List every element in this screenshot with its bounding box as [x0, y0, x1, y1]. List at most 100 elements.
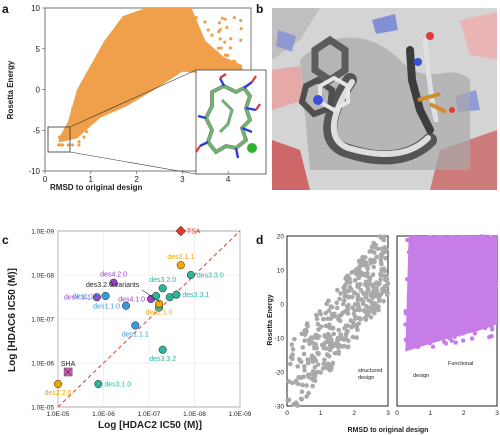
nitrogen-atom-1	[313, 95, 323, 105]
scatter-point	[385, 281, 391, 286]
scatter-point	[489, 324, 494, 329]
scatter-point	[443, 278, 448, 284]
scatter-point	[449, 245, 454, 251]
scatter-point	[327, 347, 333, 353]
scatter-point	[454, 280, 459, 286]
scatter-point	[197, 38, 201, 42]
scatter-point	[57, 135, 62, 139]
scatter-point	[473, 241, 478, 247]
scatter-point	[381, 298, 386, 304]
data-point	[176, 261, 185, 270]
scatter-point	[480, 281, 486, 286]
scatter-point	[378, 271, 384, 276]
x-tick-label: 1.0E-05	[47, 411, 70, 418]
x-tick-label: 4	[226, 175, 231, 184]
scatter-point	[462, 238, 467, 243]
panel-d-y-ticks: 20 10 0 -10 -20 -30	[275, 234, 285, 411]
scatter-point	[196, 48, 200, 53]
scatter-point	[217, 21, 221, 25]
scatter-point	[447, 336, 453, 341]
y-tick-label: -10	[28, 167, 40, 176]
scatter-point	[437, 261, 442, 267]
scatter-point	[60, 143, 65, 147]
scatter-point	[71, 129, 75, 133]
scatter-point	[424, 246, 430, 251]
panel-c-x-ticks: 1.0E-05 1.0E-06 1.0E-07 1.0E-08 1.0E-09	[47, 411, 252, 418]
scatter-point	[342, 325, 347, 331]
x-tick-label: 2	[134, 175, 139, 184]
scatter-point	[155, 39, 159, 44]
data-point	[101, 291, 110, 301]
panel-a-scatter-cloud	[57, 8, 245, 147]
scatter-point	[223, 53, 227, 57]
scatter-point	[487, 258, 493, 263]
scatter-point	[308, 335, 314, 340]
scatter-point	[228, 46, 232, 50]
x-tick-label: 0	[43, 175, 48, 184]
scatter-point	[291, 402, 296, 407]
scatter-point	[489, 241, 494, 246]
scatter-point	[206, 28, 210, 32]
scatter-point	[341, 337, 347, 342]
scatter-point	[346, 338, 351, 344]
data-point	[94, 379, 103, 389]
data-point-label: des4.3.1	[64, 295, 91, 302]
scatter-point	[101, 67, 105, 71]
inset-molecule-structure	[195, 73, 261, 159]
scatter-point	[475, 268, 480, 273]
scatter-point	[452, 256, 457, 261]
data-point	[92, 293, 101, 302]
scatter-point	[215, 50, 219, 54]
scatter-point	[229, 37, 233, 41]
scatter-point	[426, 317, 432, 323]
scatter-point	[220, 16, 224, 20]
scatter-point	[441, 322, 446, 327]
scatter-point	[371, 259, 377, 265]
scatter-point	[469, 250, 475, 256]
scatter-point	[77, 140, 81, 144]
scatter-point	[483, 284, 489, 289]
scatter-point	[428, 235, 433, 240]
scatter-point	[376, 298, 382, 304]
x-tick-label: 0	[395, 410, 399, 417]
scatter-point	[305, 323, 310, 329]
scatter-point	[448, 296, 453, 301]
panel-a-y-axis-label: Rosetta Energy	[6, 60, 15, 119]
scatter-point	[232, 15, 236, 20]
scatter-point	[377, 234, 383, 239]
scatter-point	[367, 257, 373, 263]
scatter-point	[368, 248, 374, 254]
scatter-point	[352, 290, 357, 295]
data-point	[158, 284, 167, 293]
scatter-point	[423, 311, 428, 317]
scatter-point	[448, 279, 454, 285]
data-point-label: des2.1.1	[167, 254, 194, 261]
scatter-point	[300, 345, 306, 350]
scatter-point	[492, 301, 497, 306]
scatter-point	[289, 342, 295, 347]
scatter-point	[493, 282, 499, 287]
scatter-point	[434, 267, 439, 272]
scatter-point	[290, 347, 296, 352]
panel-d-y-axis-label: Rosetta Energy	[267, 294, 274, 345]
scatter-point	[376, 294, 381, 300]
panel-c-diagonal-line	[57, 230, 241, 408]
scatter-point	[453, 331, 458, 336]
scatter-point	[302, 368, 307, 373]
scatter-point	[321, 361, 327, 367]
scatter-point	[302, 332, 308, 338]
scatter-point	[325, 316, 330, 322]
scatter-point	[88, 74, 92, 78]
panel-c-y-axis-label: Log [HDAC6 IC50 (M)]	[7, 268, 18, 372]
scatter-point	[303, 327, 309, 333]
scatter-point	[124, 34, 128, 38]
scatter-point	[85, 81, 89, 85]
x-tick-label: 1.0E-07	[138, 411, 161, 418]
scatter-point	[354, 335, 359, 340]
scatter-point	[334, 300, 339, 306]
scatter-point	[329, 304, 335, 310]
scatter-point	[382, 268, 388, 274]
ring-light	[318, 75, 350, 113]
scatter-point	[217, 29, 221, 34]
scatter-point	[431, 322, 436, 328]
